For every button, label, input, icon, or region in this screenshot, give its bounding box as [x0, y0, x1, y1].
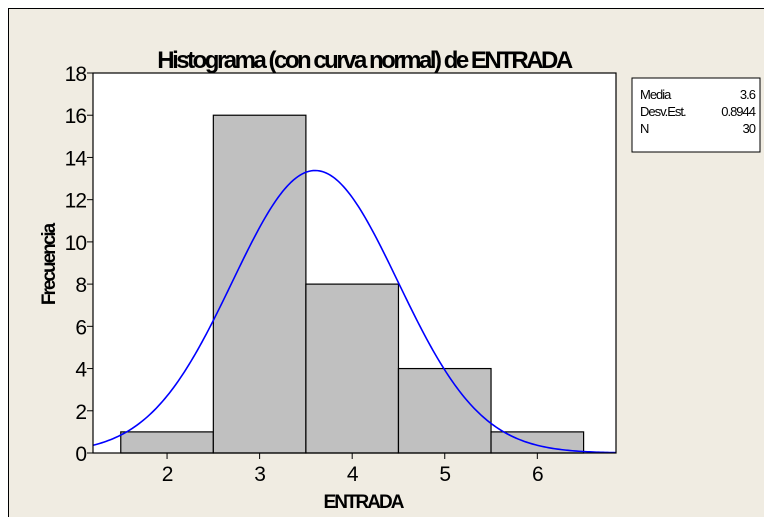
normal-curve [92, 169, 617, 454]
plot-frame [92, 72, 617, 454]
legend-box [631, 77, 761, 153]
x-axis-label: ENTRADA [324, 492, 405, 513]
x-tick-label-4: 4 [347, 463, 359, 486]
x-tick-label-6: 6 [532, 463, 543, 486]
legend-label-3: N [640, 121, 649, 136]
y-tick-label-8: 8 [75, 274, 86, 297]
y-tick-label-16: 16 [65, 105, 87, 128]
x-tick-label-5: 5 [439, 463, 450, 486]
legend-value-2: 0.8944 [721, 104, 756, 119]
y-tick-label-6: 6 [75, 316, 86, 339]
y-tick-label-18: 18 [65, 63, 87, 86]
legend-label-2: Desv.Est. [640, 104, 686, 119]
x-tick-label-2: 2 [162, 463, 173, 486]
histogram-bar-3 [305, 283, 400, 454]
y-axis-label: Frecuencia [39, 222, 60, 305]
plot-area: 2 3 4 5 6 0 2 4 6 8 10 12 14 16 18 [65, 63, 617, 486]
histogram-bar-2 [212, 114, 307, 454]
chart-title: Histograma (con curva normal) de ENTRADA [157, 47, 573, 74]
y-tick-label-0: 0 [75, 443, 86, 466]
legend-label-1: Media [640, 87, 672, 102]
y-tick-label-12: 12 [65, 190, 87, 213]
y-tick-label-4: 4 [75, 359, 87, 382]
legend: Media 3.6 Desv.Est. 0.8944 N 30 [631, 77, 761, 153]
x-tick-label-3: 3 [254, 463, 265, 486]
histogram-bar-1 [120, 431, 214, 454]
y-tick-label-2: 2 [75, 401, 86, 424]
legend-value-3: 30 [743, 121, 756, 136]
histogram-chart: Histograma (con curva normal) de ENTRADA… [39, 47, 761, 513]
y-tick-label-10: 10 [65, 232, 87, 255]
chart-window: Histograma (con curva normal) de ENTRADA… [8, 8, 764, 517]
y-tick-label-14: 14 [65, 147, 88, 170]
legend-value-1: 3.6 [740, 87, 756, 102]
